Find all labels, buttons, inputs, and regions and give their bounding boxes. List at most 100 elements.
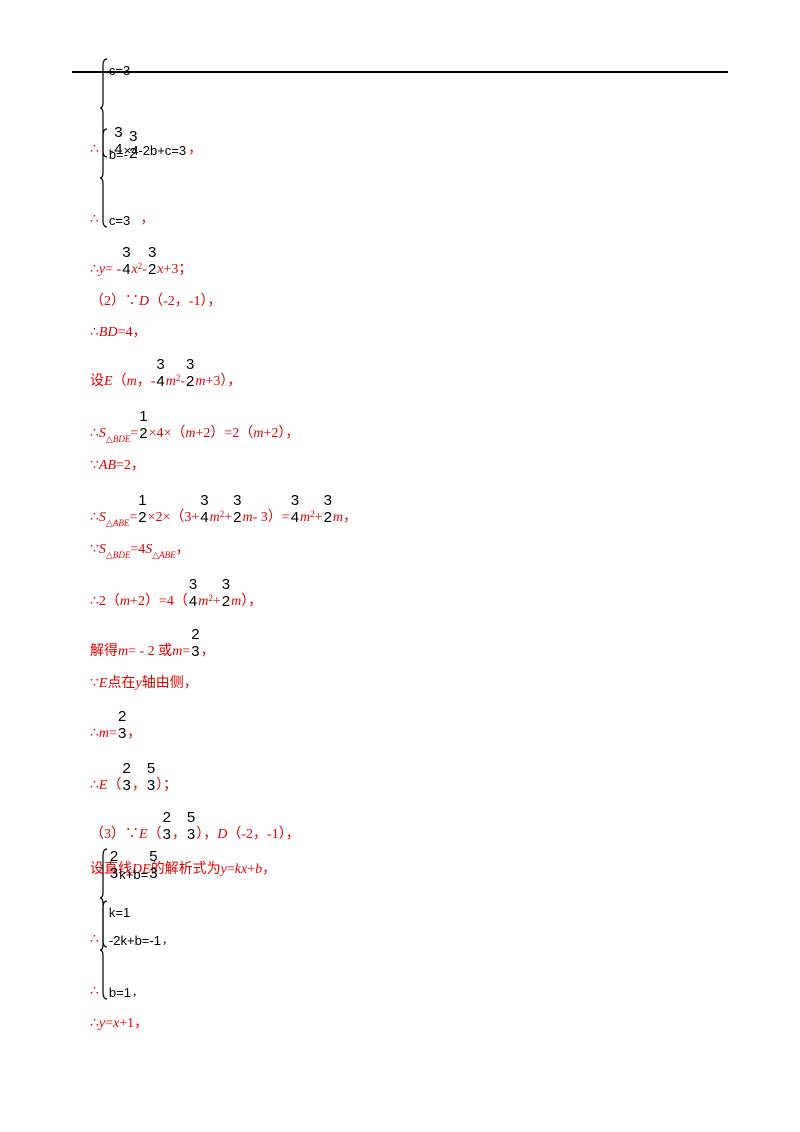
italic-text: x: [157, 262, 164, 277]
text: ∴: [90, 262, 99, 277]
math-line: ∴ b=- 3 2 c=3 ，: [90, 128, 154, 228]
denominator: 4: [188, 593, 198, 610]
numerator: 3: [122, 244, 131, 261]
numerator: 3: [186, 356, 195, 373]
brace: [99, 128, 109, 228]
superscript: 2: [310, 509, 315, 519]
numerator: 3: [290, 492, 300, 509]
text: ∵: [90, 458, 99, 473]
denominator: 3: [149, 865, 158, 882]
text: ∴: [90, 510, 99, 525]
text: ，-: [136, 374, 156, 389]
italic-text: y: [98, 1016, 106, 1031]
math-line: ∴ 2 3 k+b= 5 3 -2k+b=-1,: [90, 848, 166, 948]
italic-text: m: [126, 374, 137, 389]
math-line: （3）∵ E （2 3， 5 3）， D （-2，-1），: [90, 809, 300, 843]
text: = - 2 或: [128, 644, 173, 659]
italic-text: m: [195, 374, 206, 389]
text: 设: [90, 374, 104, 389]
denominator: 4: [156, 373, 165, 390]
text: =: [130, 426, 139, 441]
denominator: 3: [146, 777, 156, 794]
text: -2k+b=-1: [108, 933, 161, 948]
numerator: 2: [162, 809, 171, 826]
text: ∴: [90, 778, 99, 793]
denominator: 3: [162, 826, 171, 843]
text: +2）=2（: [195, 426, 254, 441]
italic-text: D: [139, 294, 150, 309]
math-line: 设 E （m ，- 3 4 m 2 - 3 2 m +3），: [90, 356, 241, 390]
text: +2）=4（: [130, 594, 188, 609]
subscript: △BDE: [105, 550, 131, 560]
system-row: c=3: [109, 58, 186, 78]
system-rows: 2 3 k+b= 5 3 -2k+b=-1: [109, 848, 161, 948]
therefore: ∴: [90, 984, 99, 999]
system-rows: b=- 3 2 c=3: [109, 128, 139, 228]
math-line: ∴ k=1 b=1,: [90, 900, 136, 1000]
system-row: 2 3 k+b= 5 3: [109, 848, 161, 882]
text: ×4-2b+c=3: [123, 143, 187, 158]
subscript: △ABE: [105, 518, 130, 528]
text: +: [224, 510, 233, 525]
numerator: 3: [188, 576, 198, 593]
text: -: [180, 374, 185, 389]
denominator: 3: [186, 826, 196, 843]
math-line: ∴ E （2 3， 5 3）；: [90, 760, 177, 794]
italic-text: E: [139, 827, 148, 842]
italic-text: E: [104, 374, 113, 389]
denominator: 4: [122, 261, 131, 278]
punctuation: ,: [162, 932, 167, 947]
text: ∵: [90, 676, 99, 691]
text: ，: [171, 827, 186, 842]
denominator: 2: [221, 593, 231, 610]
numerator: 3: [147, 244, 157, 261]
text: （: [147, 827, 162, 842]
text: ∴: [90, 1016, 99, 1031]
denominator: 2: [323, 509, 332, 526]
math-line: 设直线 DE 的解析式为 y = kx + b，: [90, 858, 276, 878]
text: b=1: [108, 985, 131, 1000]
numerator: 3: [129, 128, 138, 145]
text: +2），: [263, 426, 300, 441]
numerator: 3: [156, 356, 165, 373]
italic-text: m: [165, 374, 176, 389]
text: 设直线: [90, 862, 132, 877]
text: ∴2（: [90, 594, 120, 609]
system-rows: c=3 -3 4 ×4-2b+c=3: [109, 58, 186, 158]
text: ∴: [90, 426, 99, 441]
italic-text: m: [98, 726, 110, 741]
denominator: 2: [147, 261, 157, 278]
superscript: 2: [219, 509, 225, 519]
denominator: 4: [290, 509, 300, 526]
denominator: 4: [114, 141, 123, 158]
superscript: 2: [137, 261, 143, 271]
text: ，: [175, 542, 190, 557]
denominator: 3: [122, 777, 131, 794]
italic-text: m: [253, 426, 264, 441]
italic-text: y: [135, 676, 142, 691]
denominator: 2: [129, 145, 138, 162]
numerator: 2: [109, 848, 119, 865]
text: （3）∵: [90, 827, 139, 842]
math-line: ∴ BD =4，: [90, 321, 147, 341]
math-line: ∴ m = 2 3，: [90, 708, 141, 742]
math-line: （2）∵ D （-2，-1），: [90, 290, 221, 310]
numerator: 5: [186, 809, 196, 826]
subscript: △BDE: [105, 434, 131, 444]
text: ），: [241, 594, 263, 609]
italic-text: y: [98, 262, 106, 277]
text: ，: [200, 644, 215, 659]
text: - 3）=: [252, 510, 290, 525]
math-line: ∴ c=3 -3 4 ×4-2b+c=3，: [90, 58, 202, 158]
